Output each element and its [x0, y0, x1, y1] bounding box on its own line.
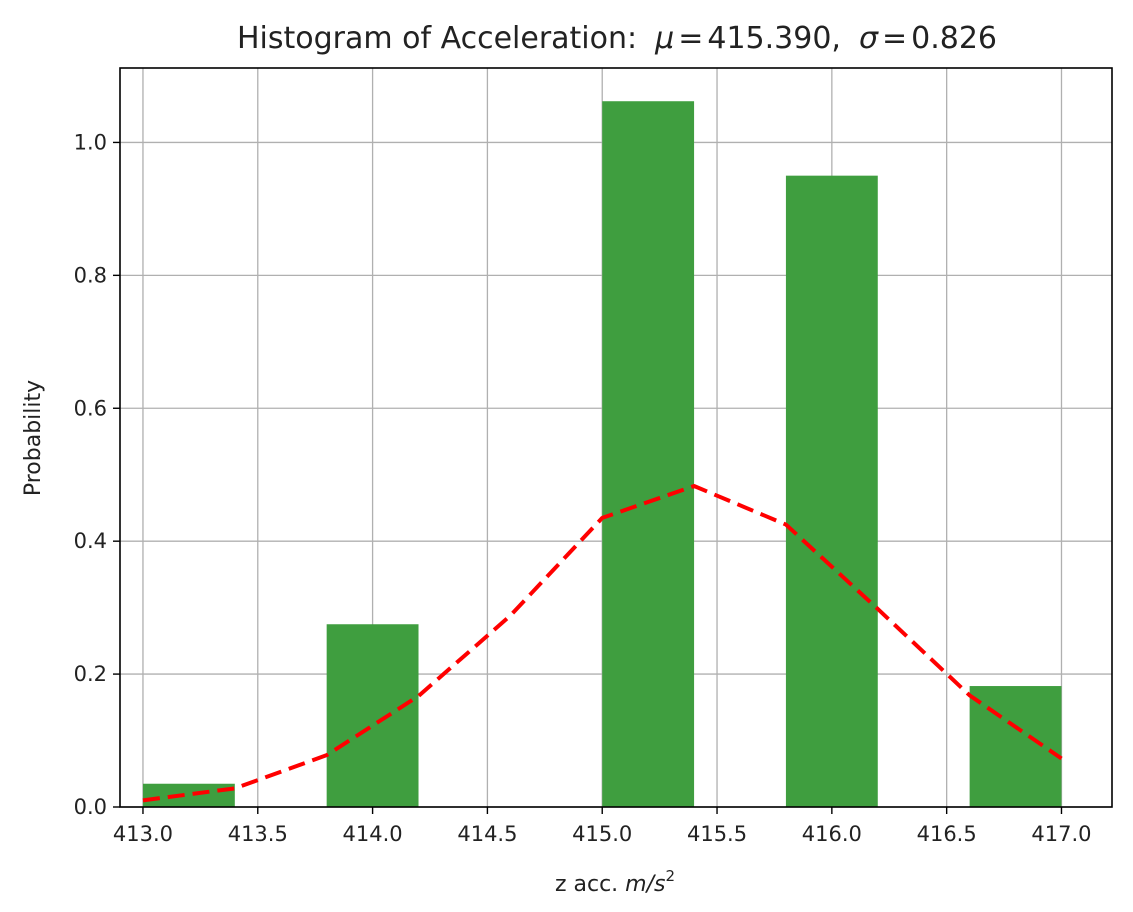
x-axis-unit-exponent: 2	[665, 867, 675, 885]
x-axis-unit: m/s	[625, 872, 665, 897]
y-tick-label-3: 0.6	[74, 396, 107, 420]
histogram-bar-4	[969, 686, 1062, 807]
y-axis-label: Probability	[21, 380, 46, 496]
x-tick-label-4: 415.0	[572, 822, 632, 846]
y-axis-ticks: 0.0 0.2 0.4 0.6 0.8 1.0	[74, 130, 120, 819]
y-tick-label-0: 0.0	[74, 795, 107, 819]
x-tick-label-0: 413.0	[113, 822, 173, 846]
title-mu-symbol: μ	[654, 21, 674, 56]
x-tick-label-1: 413.5	[228, 822, 288, 846]
histogram-bar-0	[142, 783, 235, 807]
y-tick-label-4: 0.8	[74, 263, 107, 287]
x-tick-label-6: 416.0	[802, 822, 862, 846]
normal-curve-line	[142, 484, 1063, 803]
histogram-bar-3	[785, 175, 878, 808]
histogram-bar-2	[602, 101, 695, 808]
title-equals-1: =	[678, 21, 703, 56]
title-equals-2: =	[882, 21, 907, 56]
x-tick-label-3: 414.5	[457, 822, 517, 846]
x-tick-label-2: 414.0	[343, 822, 403, 846]
y-tick-label-1: 0.2	[74, 662, 107, 686]
x-tick-label-7: 416.5	[917, 822, 977, 846]
x-tick-label-8: 417.0	[1031, 822, 1091, 846]
title-main: Histogram of Acceleration	[237, 21, 627, 56]
x-axis-label-text: z acc.	[555, 872, 618, 897]
title-comma: ,	[831, 21, 841, 56]
title-mu-value: 415.390	[707, 21, 831, 56]
histogram-bar-1	[326, 624, 419, 807]
y-tick-label-2: 0.4	[74, 529, 107, 553]
x-axis-ticks: 413.0 413.5 414.0 414.5 415.0 415.5 416.0 416.5…	[113, 807, 1092, 846]
chart-title: Histogram of Acceleration: μ = 415.390, σ = 0.…	[237, 21, 997, 56]
title-separator: :	[627, 21, 637, 56]
title-sigma-symbol: σ	[859, 21, 879, 56]
normal-curve	[142, 484, 1063, 803]
x-axis-label: z acc. m/s2	[555, 867, 675, 897]
histogram-bars	[142, 101, 1062, 808]
title-sigma-value: 0.826	[911, 21, 997, 56]
x-tick-label-5: 415.5	[687, 822, 747, 846]
y-tick-label-5: 1.0	[74, 130, 107, 154]
plot-frame	[119, 67, 1113, 808]
